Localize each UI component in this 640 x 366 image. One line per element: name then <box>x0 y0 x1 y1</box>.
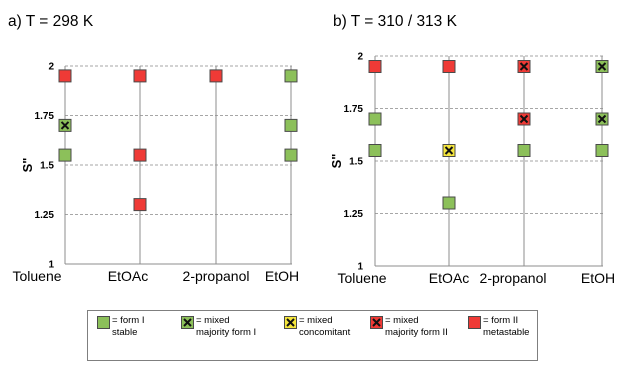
category-label-etoh: EtOH <box>265 268 299 284</box>
marker-etoac-form-ii <box>133 198 147 212</box>
legend-swatch-form-2 <box>468 316 481 329</box>
marker-cross <box>60 121 70 130</box>
marker-cross <box>519 62 529 71</box>
chart-title: a) T = 298 K <box>8 13 94 30</box>
marker-toluene-form-i <box>58 148 72 162</box>
legend-swatch-mixed-majority-form-1 <box>181 316 194 329</box>
marker-etoh-form-i <box>284 148 298 162</box>
y-tick-label: 1.75 <box>344 104 364 115</box>
y-tick-label: 1 <box>357 262 363 273</box>
marker-toluene-form-ii <box>368 60 382 73</box>
y-tick-label: 1.25 <box>344 209 364 220</box>
marker-etoh-form-i <box>284 118 298 132</box>
y-tick-label: 1.5 <box>40 161 54 172</box>
marker-etoh-form-i <box>284 69 298 83</box>
marker-etoac-form-ii <box>442 60 456 73</box>
legend-swatch-mixed-concomitant <box>284 316 297 329</box>
legend-item-mixed-majority-form-1: = mixed majority form I <box>181 315 256 339</box>
legend-swatch-mixed-majority-form-2 <box>370 316 383 329</box>
marker-cross <box>597 114 607 124</box>
marker-cross <box>444 146 454 155</box>
category-label-toluene: Toluene <box>12 268 61 284</box>
category-label-2-propanol: 2-propanol <box>480 270 547 286</box>
marker-etoac-form-ii <box>133 69 147 83</box>
marker-etoh-form-i <box>595 144 609 157</box>
legend-swatch-form-1 <box>97 316 110 329</box>
y-tick-label: 1 <box>48 260 54 271</box>
marker-toluene-form-i <box>368 112 382 126</box>
marker-2-propanol-form-i <box>517 144 531 157</box>
y-tick-label: 1.25 <box>35 210 55 221</box>
y-axis-label: S" <box>20 158 35 173</box>
legend-label: = form II metastable <box>483 315 530 338</box>
marker-toluene-form-ii <box>58 69 72 83</box>
legend-item-form-2-metastable: = form II metastable <box>468 315 529 339</box>
y-tick-label: 2 <box>357 52 363 63</box>
marker-etoac-form-i <box>442 196 456 210</box>
marker-cross <box>519 114 529 124</box>
legend: = form I stable = mixed majority form I … <box>87 310 538 361</box>
legend-label: = form I stable <box>112 315 145 338</box>
marker-etoac-form-ii <box>133 148 147 162</box>
category-label-etoac: EtOAc <box>429 270 469 286</box>
category-label-toluene: Toluene <box>337 270 386 286</box>
legend-label: = mixed majority form II <box>385 315 448 338</box>
category-label-etoh: EtOH <box>581 270 615 286</box>
category-label-2-propanol: 2-propanol <box>183 268 250 284</box>
chart-title: b) T = 310 / 313 K <box>333 13 458 30</box>
marker-cross <box>597 62 607 71</box>
y-axis-label: S" <box>329 154 344 169</box>
legend-item-form-1-stable: = form I stable <box>97 315 144 339</box>
marker-toluene-form-i <box>368 144 382 157</box>
y-tick-label: 1.5 <box>349 157 363 168</box>
legend-item-mixed-majority-form-2: = mixed majority form II <box>370 315 448 339</box>
y-tick-label: 2 <box>48 62 54 73</box>
y-tick-label: 1.75 <box>35 111 55 122</box>
legend-label: = mixed majority form I <box>196 315 257 338</box>
marker-2-propanol-form-ii <box>209 69 223 83</box>
legend-item-mixed-concomitant: = mixed concomitant <box>284 315 350 339</box>
legend-label: = mixed concomitant <box>299 315 351 338</box>
category-label-etoac: EtOAc <box>108 268 148 284</box>
